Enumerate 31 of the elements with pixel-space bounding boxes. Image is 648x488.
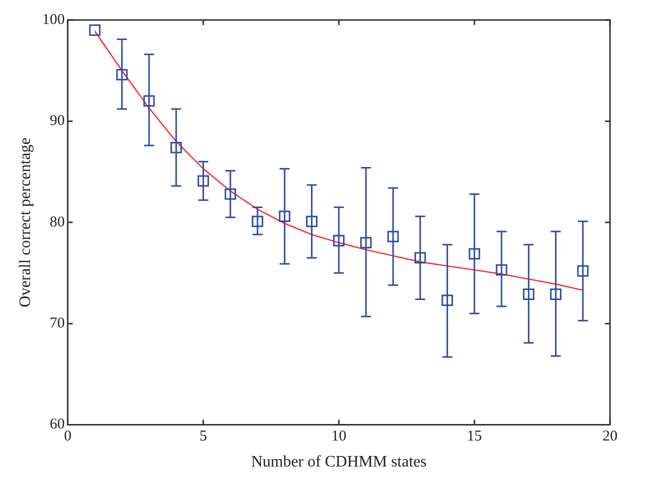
point	[577, 265, 589, 277]
y-tick-label: 60	[50, 416, 65, 433]
point	[170, 142, 182, 154]
point	[333, 234, 345, 246]
y-tick-label: 100	[42, 12, 65, 28]
point	[252, 216, 264, 228]
y-tick-label: 70	[50, 316, 65, 332]
x-tick-label: 5	[200, 428, 208, 445]
point	[387, 230, 399, 242]
point	[224, 188, 236, 200]
point	[278, 210, 290, 222]
x-tick-label: 15	[466, 428, 482, 445]
point	[522, 288, 534, 300]
point	[550, 288, 562, 300]
point	[414, 252, 426, 264]
x-tick-label: 0	[64, 428, 72, 445]
y-tick-label: 80	[50, 214, 65, 230]
x-tick-label: 10	[331, 428, 346, 445]
point	[306, 216, 318, 228]
point	[143, 95, 155, 107]
x-axis-title: Number of CDHMM states	[251, 454, 427, 471]
point	[360, 236, 372, 248]
point	[496, 264, 508, 276]
y-tick-label: 90	[50, 113, 65, 130]
point	[198, 175, 209, 187]
point	[89, 24, 101, 36]
point	[442, 294, 454, 306]
point	[468, 248, 480, 260]
x-tick-label: 20	[602, 428, 618, 445]
point	[116, 68, 128, 80]
y-axis-title: Overall correct percentage	[16, 138, 34, 308]
